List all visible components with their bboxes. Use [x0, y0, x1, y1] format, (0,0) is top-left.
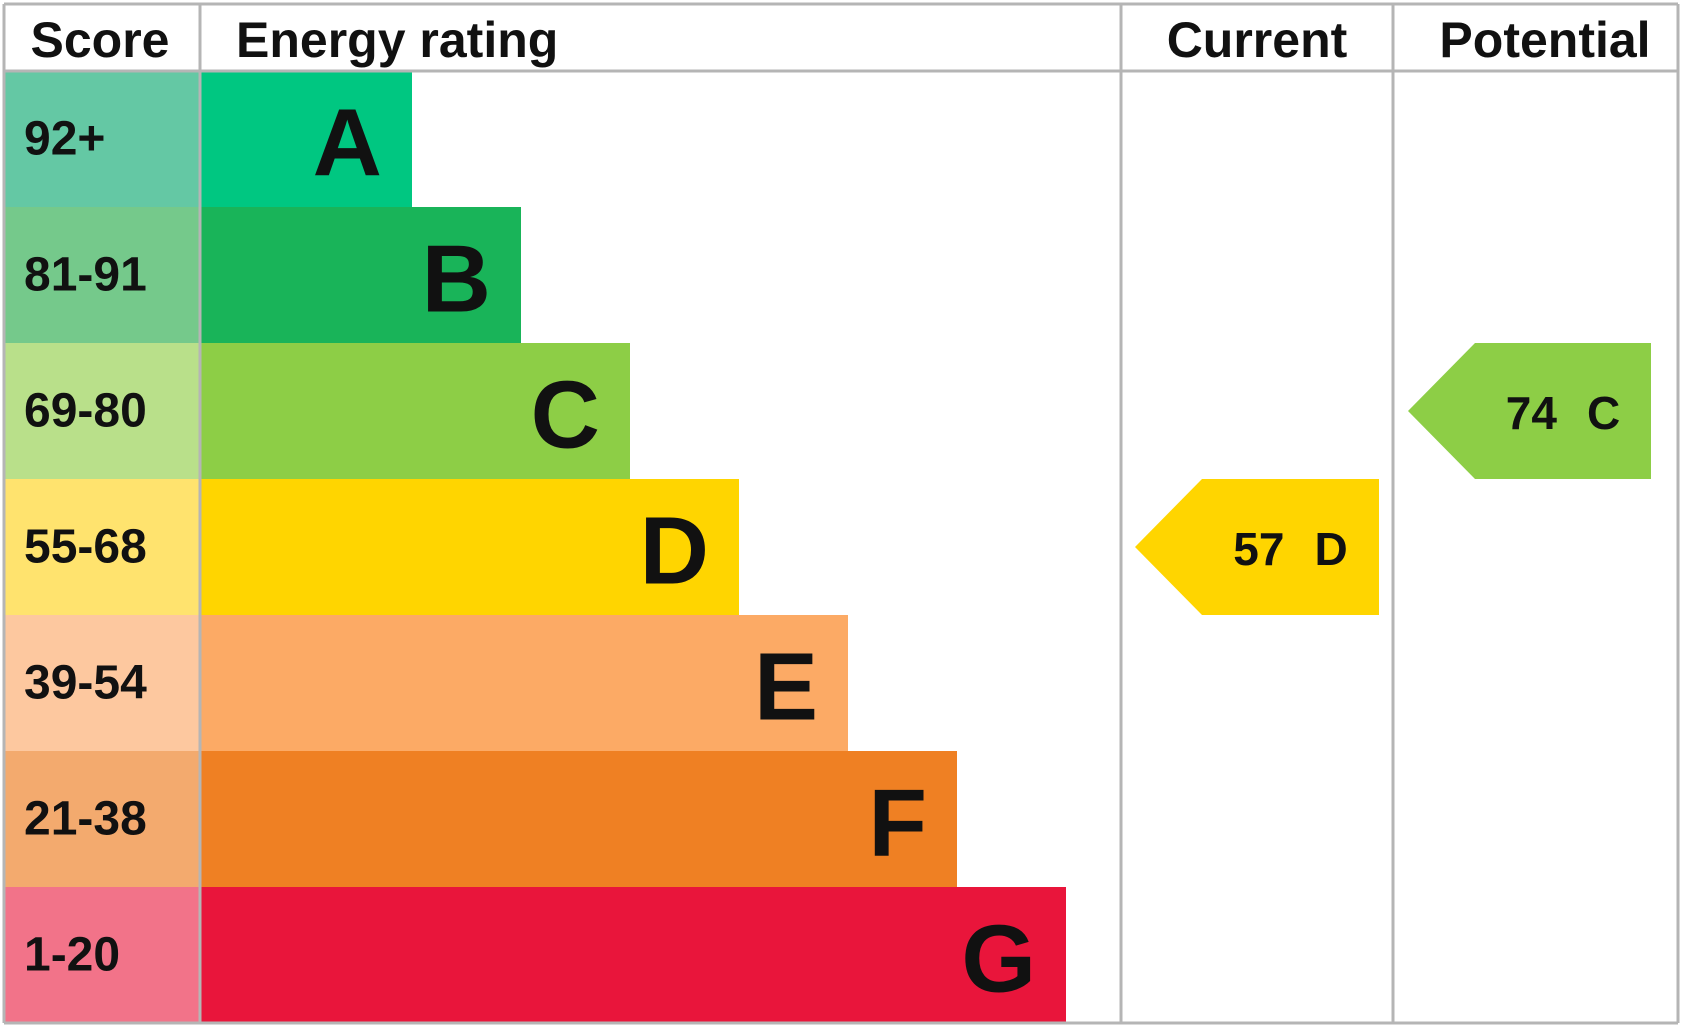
potential-letter: C — [1587, 387, 1620, 439]
rating-letter: D — [640, 498, 709, 605]
score-cell — [4, 751, 200, 887]
rating-letter: F — [868, 770, 927, 877]
score-cell — [4, 343, 200, 479]
header-energy-rating: Energy rating — [236, 12, 558, 68]
current-arrow — [1135, 479, 1379, 615]
rating-bar — [200, 207, 521, 343]
potential-arrow — [1408, 343, 1651, 479]
current-rating: 57 D — [1233, 523, 1347, 575]
score-range: 55-68 — [24, 521, 147, 574]
header-potential: Potential — [1439, 12, 1650, 68]
potential-rating: 74 C — [1506, 387, 1620, 439]
score-cell — [4, 887, 200, 1023]
rating-letter: E — [754, 634, 818, 741]
rating-letter: A — [313, 90, 382, 197]
header-current: Current — [1167, 12, 1348, 68]
rating-letter: C — [531, 362, 600, 469]
score-cell — [4, 71, 200, 207]
rating-bar — [200, 887, 1066, 1023]
score-cell — [4, 479, 200, 615]
rating-bar — [200, 343, 630, 479]
score-range: 81-91 — [24, 249, 147, 302]
header-score: Score — [31, 12, 170, 68]
score-range: 39-54 — [24, 657, 147, 710]
rating-bar — [200, 615, 848, 751]
rating-bar — [200, 71, 412, 207]
rating-letter: B — [422, 226, 491, 333]
current-value: 57 — [1233, 523, 1284, 575]
score-range: 21-38 — [24, 793, 147, 846]
current-letter: D — [1314, 523, 1347, 575]
rating-bar — [200, 751, 957, 887]
rating-letter: G — [961, 906, 1036, 1013]
score-range: 92+ — [24, 113, 105, 166]
score-range: 69-80 — [24, 385, 147, 438]
potential-value: 74 — [1506, 387, 1558, 439]
score-cell — [4, 615, 200, 751]
rating-bar — [200, 479, 739, 615]
score-cell — [4, 207, 200, 343]
score-range: 1-20 — [24, 929, 120, 982]
